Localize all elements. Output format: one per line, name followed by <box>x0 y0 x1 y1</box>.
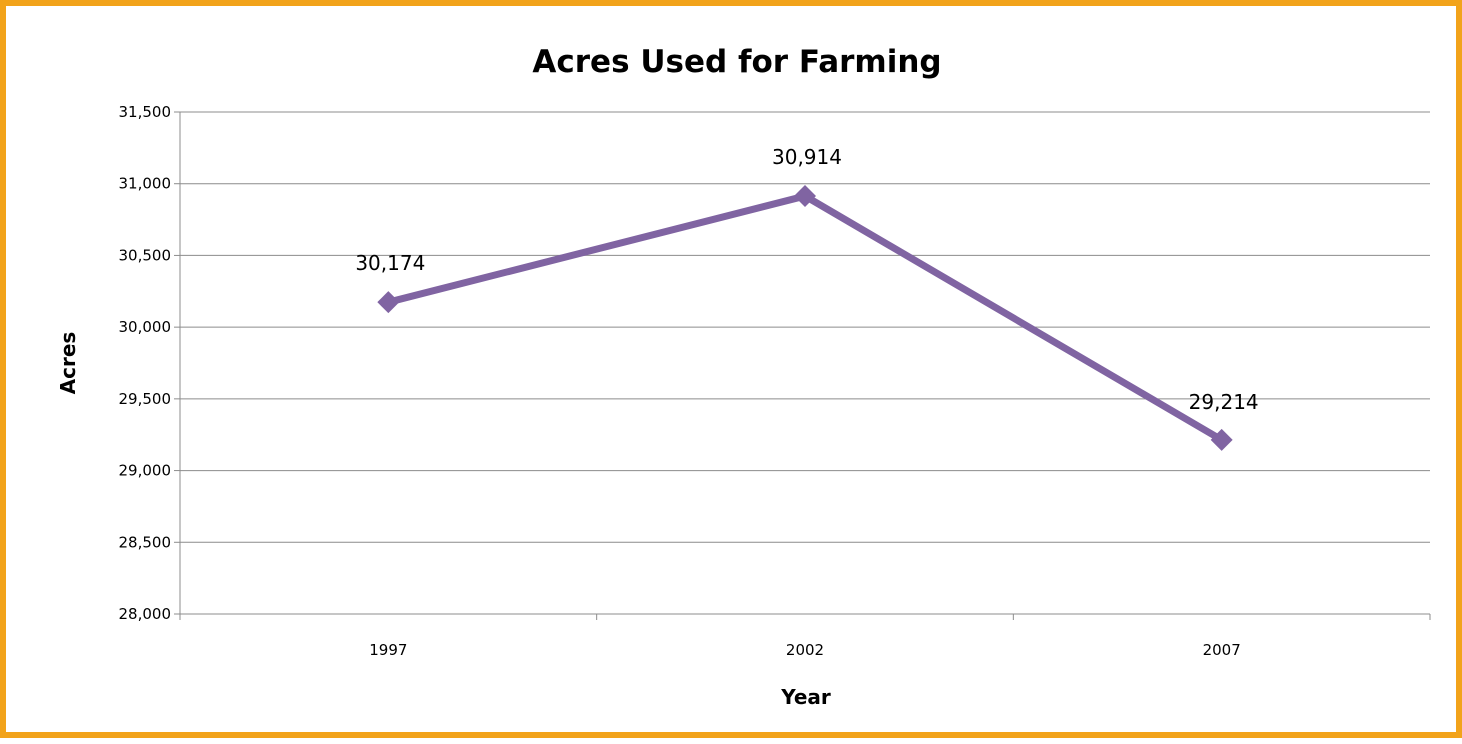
data-labels: 30,174 30,914 29,214 <box>355 145 1258 414</box>
data-point-marker <box>1210 428 1233 451</box>
data-series <box>377 185 1233 451</box>
axes <box>174 111 1431 620</box>
data-point-marker <box>377 291 400 314</box>
series-line <box>384 192 1226 444</box>
x-tick-labels: 1997 2002 2007 <box>369 641 1241 659</box>
chart-title: Acres Used for Farming <box>532 44 941 80</box>
data-label: 30,914 <box>772 145 842 169</box>
y-tick-label: 31,500 <box>119 103 172 121</box>
x-tick-label: 2002 <box>786 641 824 659</box>
data-label: 30,174 <box>355 251 425 275</box>
x-axis-title: Year <box>780 685 831 709</box>
y-tick-label: 28,000 <box>119 605 172 623</box>
data-label: 29,214 <box>1189 390 1259 414</box>
gridlines <box>180 111 1430 543</box>
y-tick-label: 29,000 <box>119 462 172 480</box>
line-chart: Acres Used for Farming Acres Year 28,000… <box>56 44 1431 709</box>
y-tick-label: 31,000 <box>119 175 172 193</box>
y-tick-label: 28,500 <box>119 533 172 551</box>
x-tick-label: 2007 <box>1203 641 1241 659</box>
data-point-marker <box>794 185 816 208</box>
y-tick-labels: 28,000 28,500 29,000 29,500 30,000 30,500 31,0… <box>119 103 172 623</box>
y-tick-label: 30,500 <box>119 246 172 264</box>
y-axis-title: Acres <box>56 332 80 395</box>
y-tick-label: 30,000 <box>119 318 172 336</box>
x-tick-label: 1997 <box>369 641 407 659</box>
y-tick-label: 29,500 <box>119 390 172 408</box>
